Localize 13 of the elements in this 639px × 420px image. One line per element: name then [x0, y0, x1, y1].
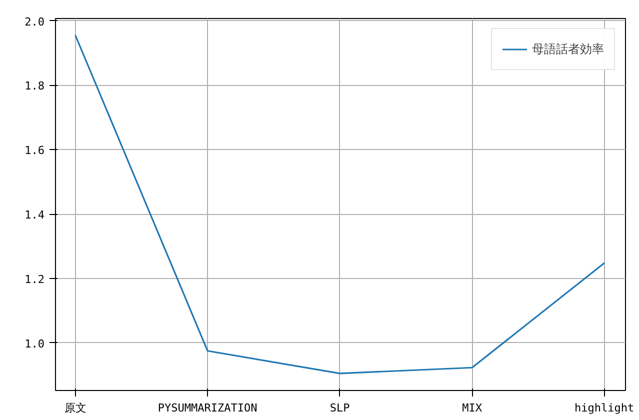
x-tick-label: SLP: [330, 402, 350, 414]
legend-label: 母語話者効率: [532, 40, 604, 58]
x-tick-label: PYSUMMARIZATION: [158, 402, 258, 414]
y-tick-label: 1.8: [24, 80, 45, 93]
y-tick-label: 1.0: [24, 337, 45, 350]
y-tick-label: 1.6: [24, 144, 45, 158]
x-tick-label: 原文: [64, 402, 86, 414]
y-tick-label: 1.4: [24, 208, 45, 222]
x-tick-label: highlight: [574, 402, 634, 414]
y-tick-label: 2.0: [24, 15, 45, 28]
line-series: [74, 34, 606, 374]
y-tick-label: 1.2: [24, 272, 45, 286]
x-tick-label: MIX: [462, 402, 482, 414]
